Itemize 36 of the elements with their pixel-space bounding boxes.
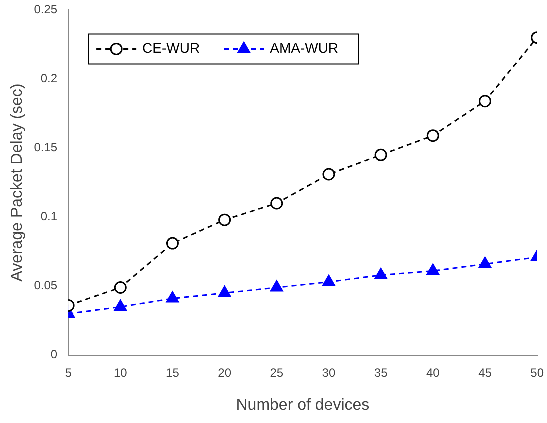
x-tick-label: 50 xyxy=(530,366,544,380)
point xyxy=(114,281,127,294)
legend-label: CE-WUR xyxy=(142,40,200,56)
y-tick-label: 0.1 xyxy=(40,210,58,224)
point xyxy=(374,148,388,162)
point xyxy=(218,286,232,298)
y-tick-label: 0.2 xyxy=(40,72,58,86)
x-tick-label: 20 xyxy=(218,366,232,380)
point xyxy=(270,280,284,292)
point xyxy=(322,274,336,286)
y-tick-label: 0.25 xyxy=(34,2,58,17)
point xyxy=(478,95,492,108)
point xyxy=(114,300,128,312)
point xyxy=(166,237,179,250)
x-tick-label: 30 xyxy=(322,366,336,380)
y-tick-label: 0.15 xyxy=(34,140,58,155)
y-tick-label: 0.05 xyxy=(34,278,58,293)
point xyxy=(270,197,284,210)
legend-label: AMA-WUR xyxy=(270,40,339,56)
y-tick-label: 0 xyxy=(50,348,58,362)
point xyxy=(374,268,388,280)
x-tick-label: 45 xyxy=(478,366,492,380)
point xyxy=(426,130,440,142)
y-axis-title: Average Packet Delay (sec) xyxy=(9,84,26,282)
point xyxy=(426,264,440,276)
x-tick-label: 25 xyxy=(270,366,284,380)
x-axis-title: Number of devices xyxy=(236,396,370,414)
x-tick-label: 40 xyxy=(426,366,440,380)
point xyxy=(218,214,232,226)
point xyxy=(166,292,180,303)
point xyxy=(478,257,492,268)
point xyxy=(322,168,336,181)
x-tick-label: 10 xyxy=(114,366,128,380)
x-tick-label: 5 xyxy=(65,366,72,380)
x-tick-label: 15 xyxy=(166,366,180,380)
x-tick-label: 35 xyxy=(374,366,388,380)
